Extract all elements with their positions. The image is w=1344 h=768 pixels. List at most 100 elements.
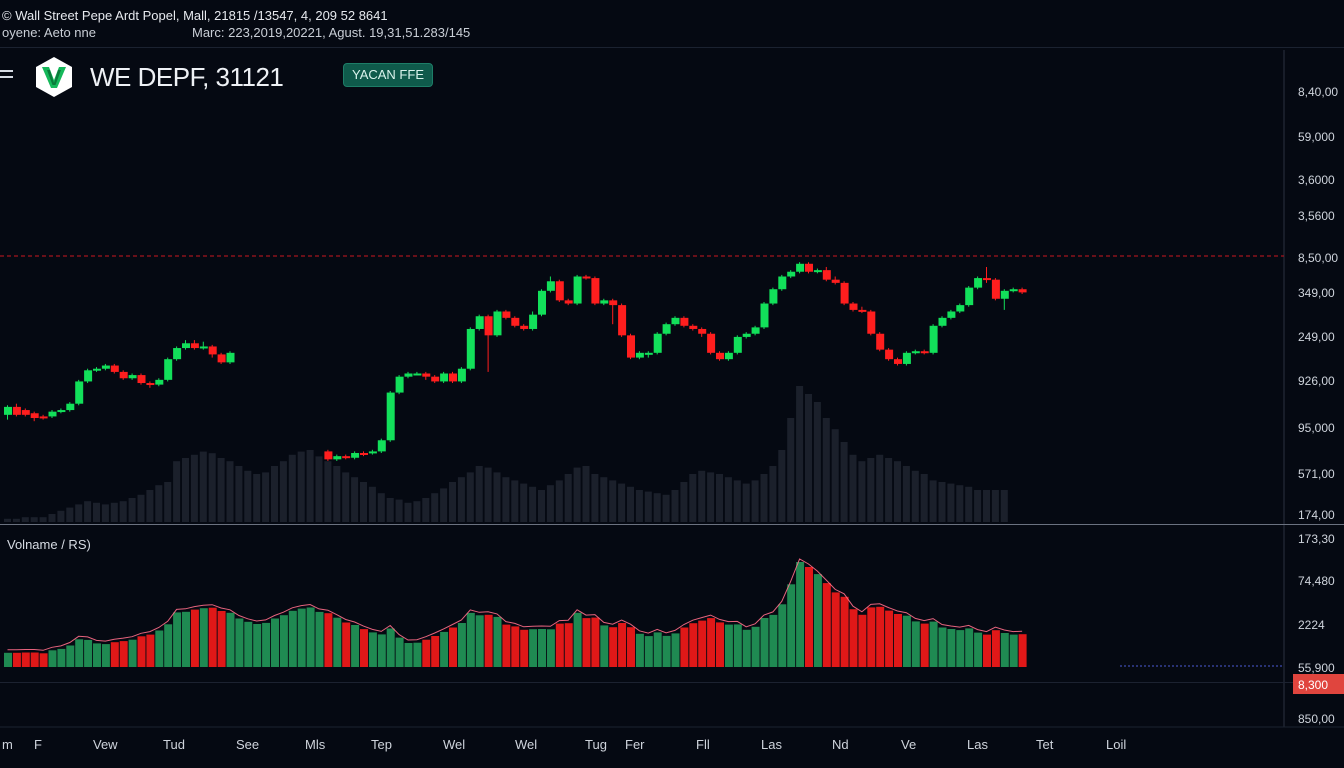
status-badge[interactable]: YACAN FFE <box>343 63 433 87</box>
volume-bar[interactable] <box>12 652 21 667</box>
volume-bar[interactable] <box>911 621 920 667</box>
volume-bar[interactable] <box>377 634 386 667</box>
candle-body[interactable] <box>902 352 911 364</box>
candle-body[interactable] <box>742 333 751 337</box>
volume-bar[interactable] <box>671 633 680 667</box>
candle-body[interactable] <box>698 328 707 334</box>
volume-bar[interactable] <box>529 629 538 667</box>
volume-bar[interactable] <box>306 607 315 668</box>
volume-bar[interactable] <box>360 629 368 667</box>
volume-bar[interactable] <box>707 618 716 667</box>
candle-body[interactable] <box>93 368 101 371</box>
volume-bar[interactable] <box>182 611 190 667</box>
volume-bar[interactable] <box>21 652 30 668</box>
volume-bar[interactable] <box>787 584 796 667</box>
volume-bar[interactable] <box>466 612 475 667</box>
candle-body[interactable] <box>653 333 662 353</box>
volume-bar[interactable] <box>796 562 805 667</box>
volume-bar[interactable] <box>271 618 279 668</box>
candle-body[interactable] <box>502 311 511 318</box>
volume-bar[interactable] <box>742 629 751 667</box>
candle-body[interactable] <box>173 348 182 360</box>
candle-body[interactable] <box>840 282 849 304</box>
candle-body[interactable] <box>822 270 831 280</box>
volume-bar[interactable] <box>1000 633 1009 667</box>
volume-bar[interactable] <box>724 624 733 667</box>
candle-body[interactable] <box>644 352 653 355</box>
candle-body[interactable] <box>760 303 769 328</box>
volume-bar[interactable] <box>876 606 885 667</box>
volume-bar[interactable] <box>404 643 413 667</box>
candle-body[interactable] <box>733 336 742 353</box>
volume-bar[interactable] <box>778 604 787 667</box>
candle-body[interactable] <box>146 383 155 386</box>
volume-bar[interactable] <box>609 627 618 667</box>
candle-body[interactable] <box>395 376 404 393</box>
candle-body[interactable] <box>680 317 689 326</box>
hamburger-menu-icon[interactable] <box>0 70 14 82</box>
volume-bar[interactable] <box>689 623 698 667</box>
volume-bar[interactable] <box>582 618 591 667</box>
volume-bar[interactable] <box>110 642 119 667</box>
candle-body[interactable] <box>529 314 538 329</box>
candle-body[interactable] <box>84 370 93 382</box>
volume-bar[interactable] <box>235 618 244 668</box>
candle-body[interactable] <box>929 325 938 353</box>
candle-body[interactable] <box>555 281 564 301</box>
candle-body[interactable] <box>484 316 493 336</box>
candle-body[interactable] <box>182 343 190 349</box>
candle-body[interactable] <box>440 373 449 382</box>
candle-body[interactable] <box>333 456 342 460</box>
candle-body[interactable] <box>867 311 876 334</box>
candle-body[interactable] <box>965 287 974 306</box>
candle-body[interactable] <box>716 352 724 360</box>
candle-body[interactable] <box>422 373 431 377</box>
volume-bar[interactable] <box>698 620 707 667</box>
candle-body[interactable] <box>813 270 822 273</box>
volume-bar[interactable] <box>894 614 902 667</box>
volume-bar[interactable] <box>262 622 271 667</box>
candle-body[interactable] <box>894 359 902 364</box>
volume-bar[interactable] <box>173 612 182 667</box>
volume-bar[interactable] <box>822 583 831 667</box>
candle-body[interactable] <box>101 365 110 369</box>
volume-bar[interactable] <box>244 621 253 667</box>
volume-bar[interactable] <box>484 614 493 667</box>
volume-bar[interactable] <box>386 628 395 668</box>
volume-bar[interactable] <box>155 630 164 668</box>
volume-bar[interactable] <box>546 629 555 667</box>
candle-body[interactable] <box>858 309 867 312</box>
volume-bar[interactable] <box>457 623 466 667</box>
volume-bar[interactable] <box>30 652 39 668</box>
volume-bar[interactable] <box>618 623 627 667</box>
candle-body[interactable] <box>564 300 573 304</box>
candle-body[interactable] <box>618 305 627 336</box>
volume-bar[interactable] <box>1009 634 1018 667</box>
candle-body[interactable] <box>137 375 146 384</box>
volume-bar[interactable] <box>511 626 520 667</box>
volume-bar[interactable] <box>564 623 573 667</box>
volume-bar[interactable] <box>849 609 858 667</box>
volume-bar[interactable] <box>48 650 57 667</box>
volume-bar[interactable] <box>983 634 991 667</box>
candle-body[interactable] <box>110 365 119 372</box>
volume-bar[interactable] <box>422 639 431 667</box>
candle-body[interactable] <box>324 451 333 460</box>
candle-body[interactable] <box>119 371 128 379</box>
volume-bar[interactable] <box>929 621 938 667</box>
volume-bar[interactable] <box>101 644 110 667</box>
candle-body[interactable] <box>1009 289 1018 292</box>
candle-body[interactable] <box>431 376 440 382</box>
candle-body[interactable] <box>920 351 929 354</box>
volume-bar[interactable] <box>39 653 48 667</box>
volume-bar[interactable] <box>938 627 947 668</box>
volume-bar[interactable] <box>288 610 297 667</box>
candle-body[interactable] <box>707 333 716 353</box>
candle-body[interactable] <box>1018 289 1027 293</box>
volume-bar[interactable] <box>440 631 449 667</box>
candle-body[interactable] <box>466 328 475 369</box>
volume-bar[interactable] <box>974 632 983 667</box>
volume-bar[interactable] <box>475 615 484 667</box>
candle-body[interactable] <box>609 300 618 306</box>
volume-bar[interactable] <box>146 634 155 667</box>
